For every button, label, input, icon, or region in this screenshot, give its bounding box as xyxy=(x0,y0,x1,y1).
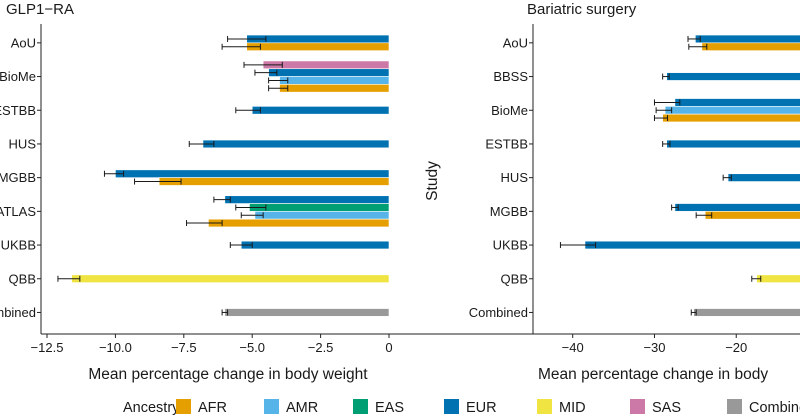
legend-label-amr: AMR xyxy=(286,400,318,416)
bariatric-bar-aou-eur xyxy=(695,34,800,44)
glp1ra-bar-aou-eur xyxy=(246,34,390,44)
legend-label-sas: SAS xyxy=(652,400,681,416)
glp1ra-y-tick-label: QBB xyxy=(9,271,36,286)
legend-title: Ancestry xyxy=(123,400,180,416)
glp1ra-bar-hus-eur xyxy=(202,139,390,149)
glp1ra-bar-ukbb-eur xyxy=(240,240,390,250)
bariatric-y-tick-label: QBB xyxy=(501,271,528,286)
bariatric-y-tick-label: UKBB xyxy=(493,238,528,253)
glp1ra-bar-atlas-afr xyxy=(208,218,390,228)
bariatric-axes: AoU BBSS BioMe ESTBB HUS MGBB UKBB QBB Combined −… xyxy=(469,24,800,355)
bariatric-x-tick-label: −20 xyxy=(725,340,747,355)
panel-bariatric-surgery: Bariatric surgery Study AoU BBSS BioMe ESTB… xyxy=(424,1,800,383)
legend: Ancestry AFR AMR EAS EUR MID SAS Combined xyxy=(123,399,800,416)
glp1ra-bar-mgbb-eur xyxy=(115,169,390,178)
glp1ra-y-tick-label: HUS xyxy=(9,136,37,151)
bariatric-bars xyxy=(559,34,800,317)
bariatric-bar-biome-afr xyxy=(662,113,800,123)
glp1ra-x-axis-label: Mean percentage change in body weight xyxy=(88,366,368,383)
glp1ra-x-tick-label: −10.0 xyxy=(99,340,132,355)
glp1ra-y-tick-label: BioMe xyxy=(0,69,36,84)
glp1ra-x-tick-label: −7.5 xyxy=(171,340,197,355)
panel-title-bariatric: Bariatric surgery xyxy=(527,1,637,18)
glp1ra-y-tick-label: UKBB xyxy=(1,238,36,253)
bariatric-bar-mgbb-afr xyxy=(704,211,800,220)
glp1ra-bar-mgbb-afr xyxy=(158,177,390,186)
bariatric-bar-hus-eur xyxy=(727,173,800,182)
bariatric-bar-bbss-eur xyxy=(666,72,800,81)
legend-label-eur: EUR xyxy=(466,400,497,416)
glp1ra-x-tick-label: −12.5 xyxy=(31,340,64,355)
glp1ra-bars xyxy=(57,34,390,317)
glp1ra-x-tick-label: −2.5 xyxy=(308,340,334,355)
bariatric-y-tick-label: HUS xyxy=(501,170,529,185)
bariatric-y-tick-label: Combined xyxy=(469,305,528,320)
legend-swatch-eas xyxy=(353,399,368,414)
glp1ra-bar-biome-afr xyxy=(279,84,390,93)
bariatric-y-axis-label: Study xyxy=(424,161,441,201)
legend-label-mid: MID xyxy=(559,400,586,416)
glp1ra-bar-atlas-eur xyxy=(224,195,390,204)
panel-title-glp1ra: GLP1−RA xyxy=(6,1,74,18)
bariatric-bar-aou-afr xyxy=(701,42,800,51)
legend-items: AFR AMR EAS EUR MID SAS Combined xyxy=(176,399,800,416)
legend-swatch-afr xyxy=(176,399,191,414)
bariatric-bar-combined-combined xyxy=(693,308,800,317)
glp1ra-x-tick-label: −5.0 xyxy=(239,340,265,355)
bariatric-y-tick-label: MGBB xyxy=(490,204,528,219)
glp1ra-y-tick-label: mbined xyxy=(0,305,36,320)
bariatric-x-tick-label: −30 xyxy=(643,340,665,355)
glp1ra-y-tick-label: ESTBB xyxy=(0,103,36,118)
glp1ra-bar-biome-eur xyxy=(268,68,390,77)
legend-label-afr: AFR xyxy=(198,400,227,416)
bariatric-y-tick-label: AoU xyxy=(503,35,528,50)
legend-swatch-amr xyxy=(264,399,279,414)
bariatric-bar-biome-eur xyxy=(674,98,800,107)
legend-swatch-sas xyxy=(630,399,645,414)
bariatric-bar-qbb-mid xyxy=(756,274,800,283)
glp1ra-y-tick-label: AoU xyxy=(11,35,36,50)
glp1ra-bar-estbb-eur xyxy=(251,106,390,115)
glp1ra-bar-mbined-combined xyxy=(224,308,390,317)
glp1ra-bar-atlas-eas xyxy=(249,203,390,212)
bariatric-y-tick-label: BioMe xyxy=(491,103,528,118)
glp1ra-axes: AoU BioMe ESTBB HUS MGBB −ATLAS UKBB QBB mbined −… xyxy=(0,24,800,355)
panel-glp1ra: GLP1−RA AoU BioMe ESTBB HUS MGBB −ATLAS UKBB QB… xyxy=(0,1,800,383)
glp1ra-bar-qbb-mid xyxy=(71,274,390,283)
bariatric-y-tick-label: ESTBB xyxy=(485,136,528,151)
glp1ra-bar-aou-afr xyxy=(246,42,390,51)
bariatric-x-axis-label: Mean percentage change in body xyxy=(538,366,768,383)
legend-label-combined: Combined xyxy=(749,400,800,416)
glp1ra-bar-biome-amr xyxy=(279,76,390,85)
bariatric-bar-estbb-eur xyxy=(666,139,800,149)
legend-label-eas: EAS xyxy=(375,400,404,416)
legend-swatch-mid xyxy=(537,399,552,414)
glp1ra-y-tick-label: −ATLAS xyxy=(0,204,36,219)
legend-swatch-combined xyxy=(727,399,742,414)
bariatric-bar-biome-amr xyxy=(664,106,800,115)
glp1ra-x-tick-label: 0 xyxy=(385,340,392,355)
legend-swatch-eur xyxy=(444,399,459,414)
glp1ra-y-tick-label: MGBB xyxy=(0,170,36,185)
glp1ra-bar-atlas-amr xyxy=(254,211,390,220)
bariatric-x-tick-label: −40 xyxy=(562,340,584,355)
bariatric-bar-ukbb-eur xyxy=(584,240,800,250)
bariatric-bar-mgbb-eur xyxy=(674,203,800,212)
bariatric-y-tick-label: BBSS xyxy=(493,69,528,84)
